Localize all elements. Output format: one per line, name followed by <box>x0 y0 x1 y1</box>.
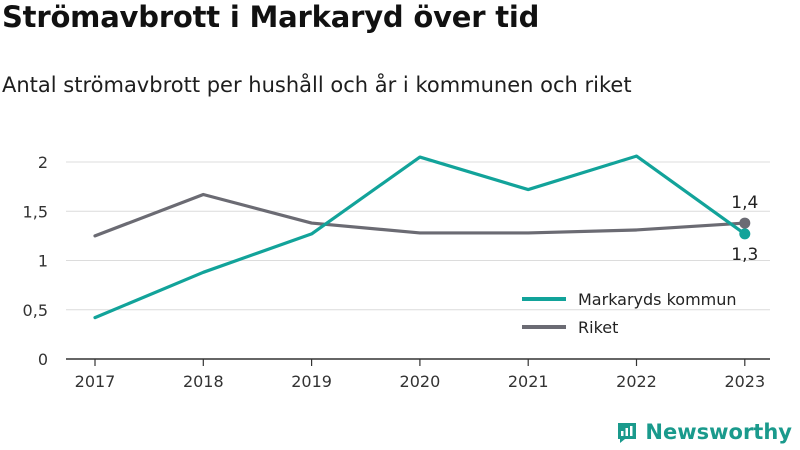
newsworthy-logo-icon <box>618 423 637 443</box>
x-tick-label: 2022 <box>616 372 657 391</box>
legend-label: Markaryds kommun <box>578 290 737 309</box>
end-label-kommun: 1,3 <box>731 245 758 265</box>
chart-title: Strömavbrott i Markaryd över tid <box>2 0 540 34</box>
x-tick-label: 2023 <box>724 372 765 391</box>
y-tick-label: 2 <box>38 153 48 172</box>
brand-name: Newsworthy <box>645 420 792 444</box>
series-end-point <box>739 228 751 240</box>
chart-subtitle: Antal strömavbrott per hushåll och år i … <box>2 73 632 97</box>
y-tick-label: 1,5 <box>23 202 48 221</box>
y-tick-label: 1 <box>38 252 48 271</box>
x-tick-label: 2021 <box>508 372 549 391</box>
brand-footer: Newsworthy <box>615 420 792 444</box>
x-tick-label: 2017 <box>75 372 116 391</box>
x-tick-label: 2018 <box>183 372 224 391</box>
y-tick-label: 0 <box>38 350 48 369</box>
legend: Markaryds kommun Riket <box>522 290 737 337</box>
y-tick-label: 0,5 <box>23 301 48 320</box>
x-tick-label: 2020 <box>400 372 441 391</box>
series-line-riket <box>93 192 747 238</box>
end-label-riket: 1,4 <box>731 193 758 213</box>
grid-lines <box>66 161 770 311</box>
series-end-point <box>739 217 751 229</box>
x-axis: 2017 2018 2019 2020 2021 2022 2023 <box>66 358 770 391</box>
y-axis: 0 0,5 1 1,5 2 <box>23 153 48 369</box>
series-lines: 1,4 1,3 <box>93 154 758 320</box>
x-tick-label: 2019 <box>291 372 332 391</box>
legend-label: Riket <box>578 318 618 337</box>
series-line-kommun <box>93 154 747 320</box>
